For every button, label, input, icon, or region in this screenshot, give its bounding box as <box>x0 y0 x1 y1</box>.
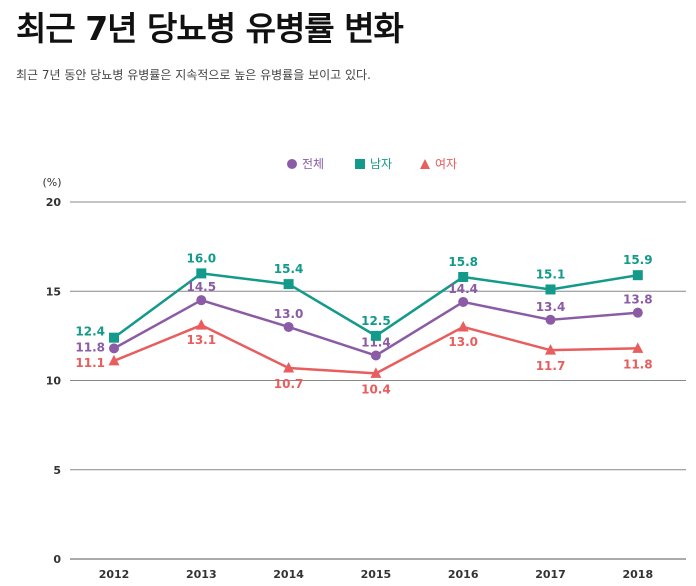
x-tick-label: 2018 <box>622 568 653 581</box>
data-label: 15.8 <box>448 255 478 269</box>
data-point <box>632 342 644 353</box>
data-label: 11.7 <box>536 359 566 373</box>
data-point <box>370 350 381 361</box>
data-point <box>109 332 119 343</box>
data-point <box>545 314 556 325</box>
y-unit-label: (%) <box>42 176 61 189</box>
legend-label: 여자 <box>435 157 457 171</box>
data-label: 13.1 <box>186 333 216 347</box>
page-title: 최근 7년 당뇨병 유병률 변화 <box>16 9 404 48</box>
data-point <box>632 270 643 281</box>
data-point <box>632 307 643 318</box>
y-tick-label: 15 <box>46 285 61 298</box>
data-point <box>108 354 120 366</box>
data-point <box>283 279 294 290</box>
x-tick-label: 2014 <box>273 568 304 581</box>
data-point <box>195 319 207 330</box>
legend-marker-square <box>355 159 365 169</box>
data-point <box>370 367 382 378</box>
data-label: 13.0 <box>274 307 304 321</box>
y-tick-label: 10 <box>46 375 62 388</box>
data-point <box>370 330 381 341</box>
page-subtitle: 최근 7년 동안 당뇨병 유병률은 지속적으로 높은 유병률을 보이고 있다. <box>16 68 371 82</box>
data-label: 10.4 <box>361 382 391 396</box>
data-point <box>457 320 469 332</box>
data-label: 14.4 <box>448 282 478 296</box>
data-label: 12.4 <box>75 325 105 339</box>
data-label: 15.1 <box>536 267 566 281</box>
data-label: 14.5 <box>186 280 216 294</box>
y-tick-label: 5 <box>53 464 61 477</box>
legend-label: 전체 <box>302 157 324 171</box>
data-label: 13.4 <box>536 300 566 314</box>
data-label: 11.1 <box>75 356 105 370</box>
data-label: 11.4 <box>361 336 391 350</box>
data-point <box>545 284 556 295</box>
data-point <box>545 344 556 355</box>
legend-marker-circle <box>287 159 297 169</box>
data-point <box>458 296 469 307</box>
y-tick-label: 20 <box>46 196 62 209</box>
data-point <box>109 343 119 354</box>
data-point <box>458 271 469 282</box>
data-label: 16.0 <box>186 251 216 265</box>
legend-marker-triangle <box>420 159 430 169</box>
data-label: 10.7 <box>274 377 304 391</box>
data-label: 11.8 <box>623 357 653 371</box>
x-tick-label: 2017 <box>535 568 566 581</box>
y-tick-label: 0 <box>53 553 61 566</box>
legend-label: 남자 <box>370 157 392 171</box>
data-point <box>283 321 294 332</box>
data-label: 11.8 <box>75 340 105 354</box>
data-point <box>283 362 295 373</box>
data-label: 12.5 <box>361 314 391 328</box>
x-tick-label: 2013 <box>186 568 217 581</box>
data-point <box>196 268 207 279</box>
x-tick-label: 2016 <box>448 568 479 581</box>
data-label: 13.0 <box>448 335 478 349</box>
data-label: 15.9 <box>623 253 653 267</box>
data-label: 15.4 <box>274 262 304 276</box>
x-tick-label: 2012 <box>99 568 130 581</box>
x-tick-label: 2015 <box>361 568 392 581</box>
data-point <box>196 295 207 306</box>
data-label: 13.8 <box>623 293 653 307</box>
